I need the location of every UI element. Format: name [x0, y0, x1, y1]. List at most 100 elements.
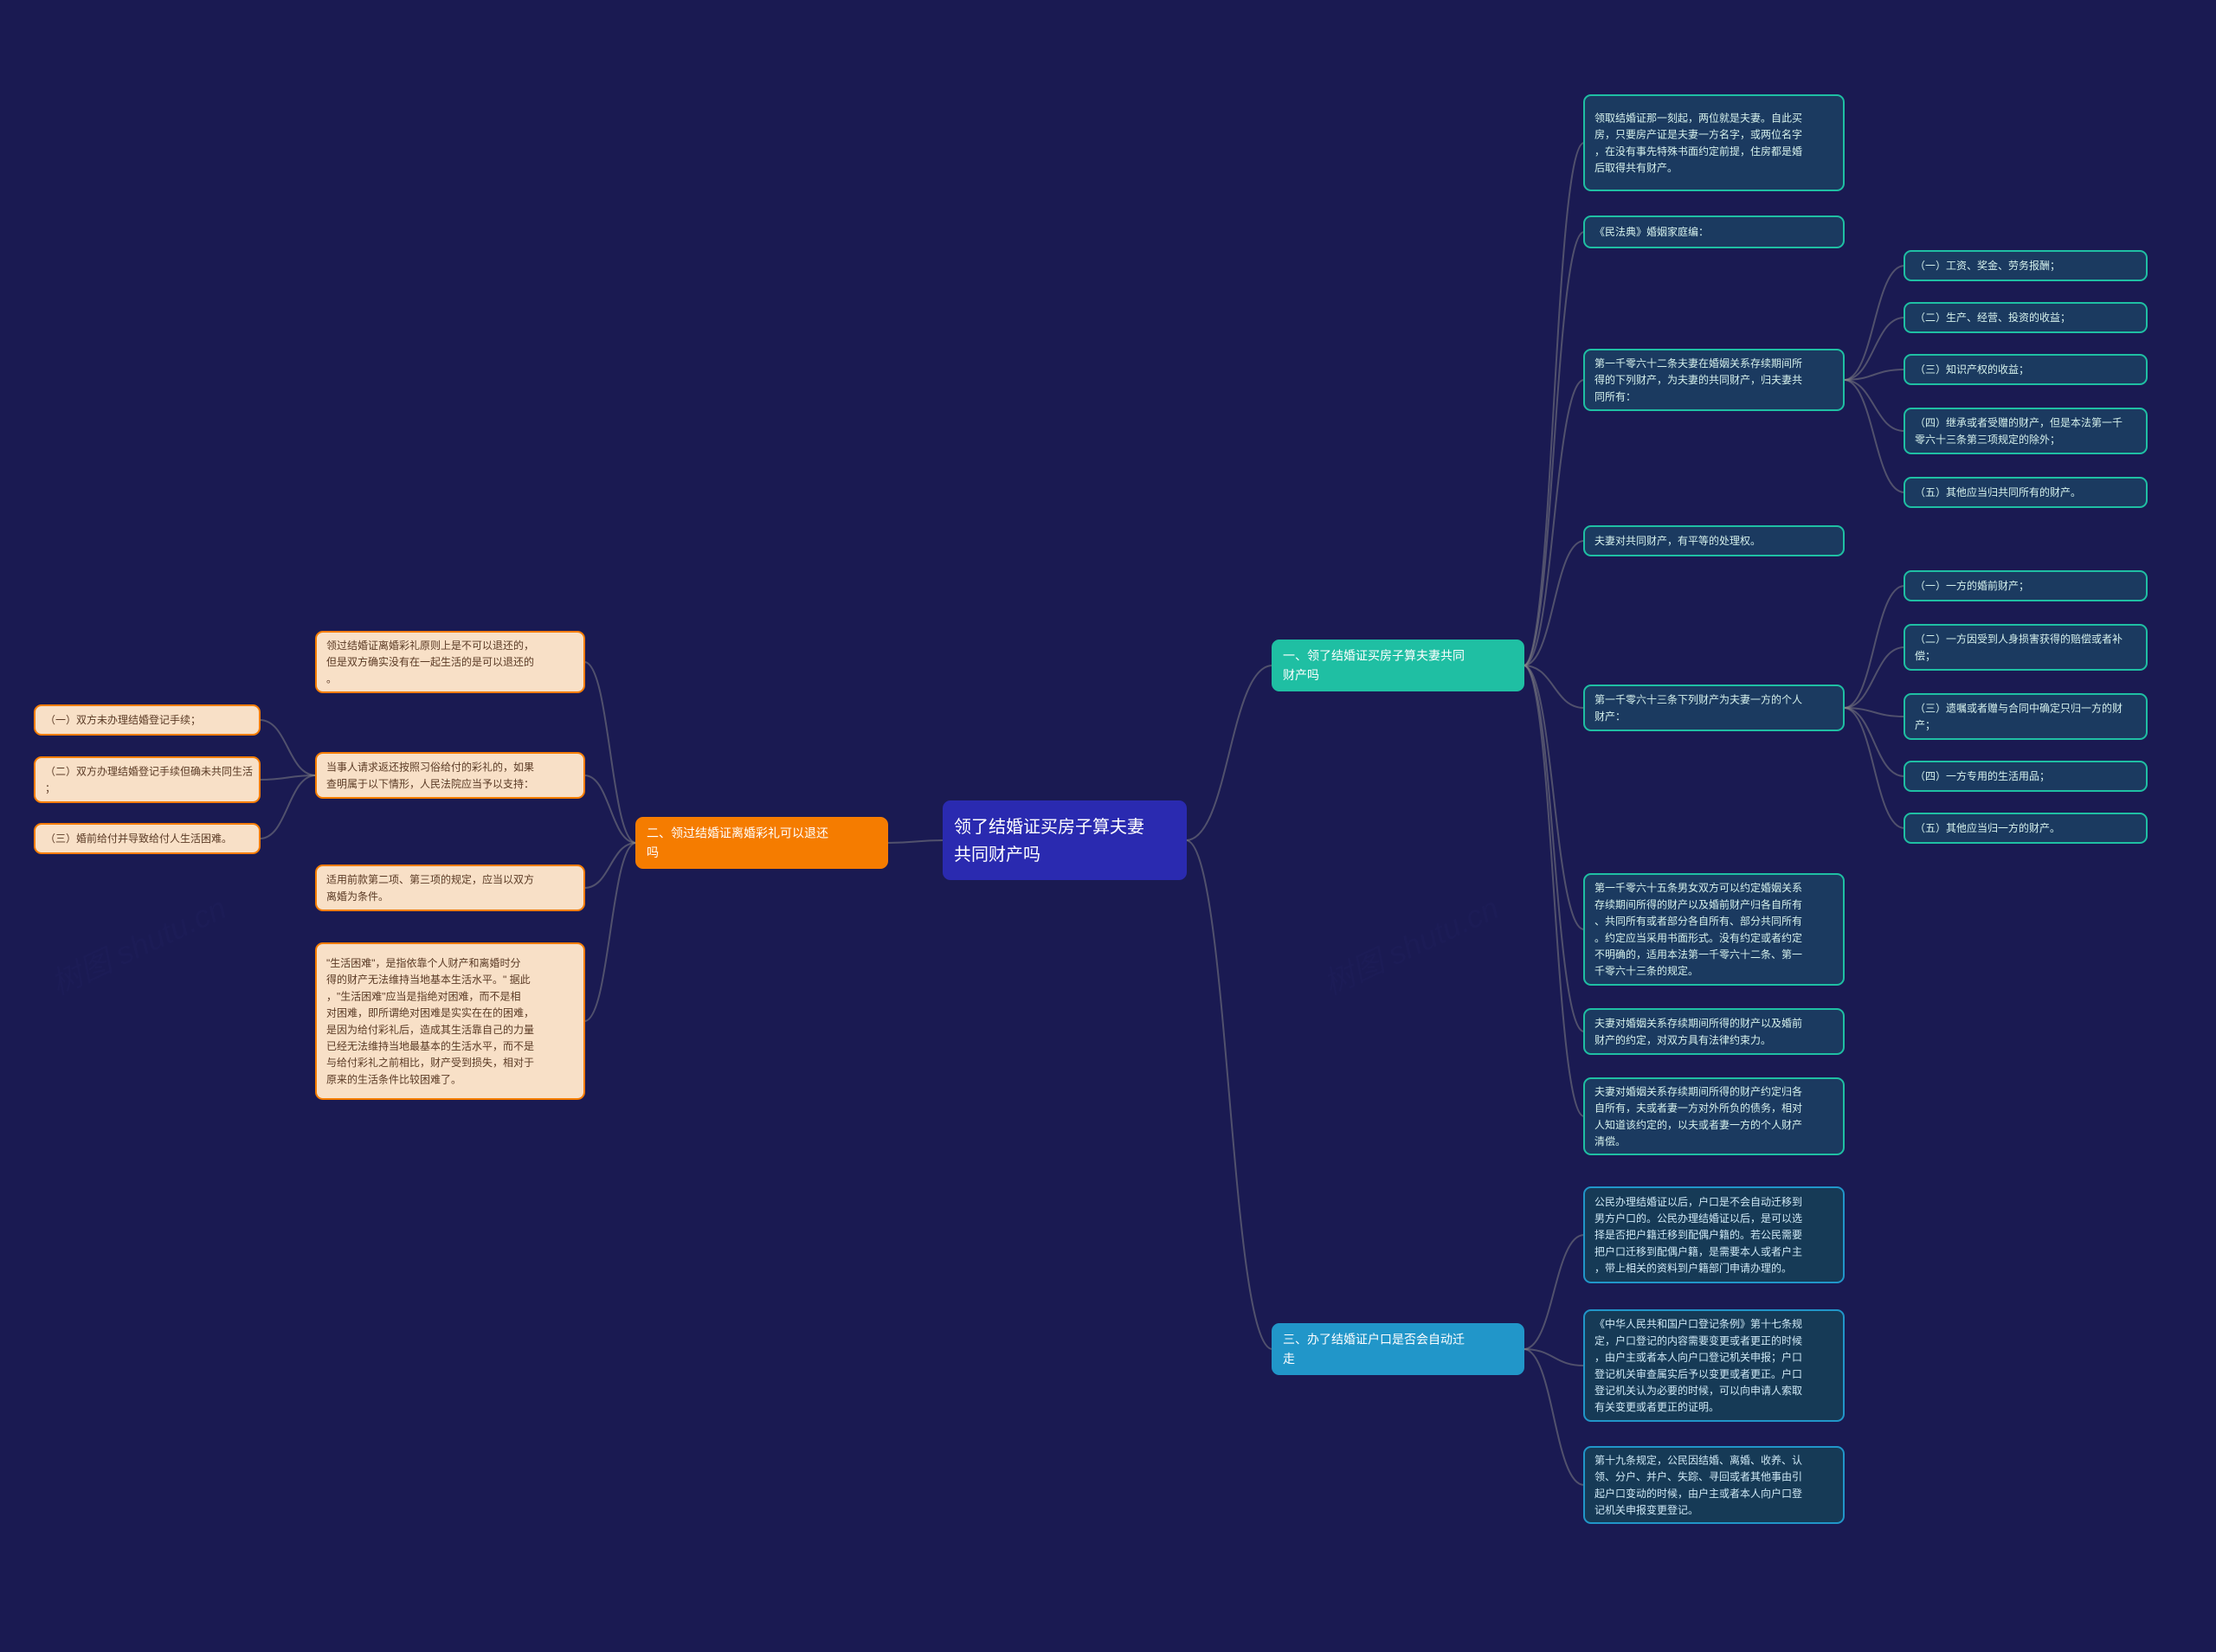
- node-text-line: 定，户口登记的内容需要变更或者更正的时候: [1594, 1334, 1802, 1347]
- node-text-line: （二）双方办理结婚登记手续但确未共同生活: [45, 765, 253, 778]
- node-text-line: 但是双方确实没有在一起生活的是可以退还的: [326, 655, 534, 668]
- mindmap-node[interactable]: 第一千零六十二条夫妻在婚姻关系存续期间所得的下列财产，为夫妻的共同财产，归夫妻共…: [1584, 350, 1844, 410]
- mindmap-node[interactable]: 公民办理结婚证以后，户口是不会自动迁移到男方户口的。公民办理结婚证以后，是可以选…: [1584, 1187, 1844, 1282]
- node-text-line: 偿；: [1915, 649, 1936, 662]
- node-text-line: 财产：: [1594, 710, 1626, 723]
- mindmap-node[interactable]: （三）婚前给付并导致给付人生活困难。: [35, 824, 260, 853]
- node-text-line: 已经无法维持当地最基本的生活水平，而不是: [326, 1039, 534, 1052]
- mindmap-node[interactable]: 夫妻对共同财产，有平等的处理权。: [1584, 526, 1844, 556]
- node-text-line: （二）一方因受到人身损害获得的赔偿或者补: [1915, 633, 2123, 646]
- node-text-line: 财产的约定，对双方具有法律约束力。: [1594, 1033, 1771, 1046]
- node-text-line: 财产吗: [1283, 668, 1319, 682]
- mindmap-node[interactable]: （一）一方的婚前财产；: [1904, 571, 2147, 601]
- node-text-line: 把户口迁移到配偶户籍，是需要本人或者户主: [1594, 1244, 1802, 1257]
- mindmap-link: [584, 843, 636, 1021]
- mindmap-node[interactable]: （三）知识产权的收益；: [1904, 355, 2147, 384]
- node-text-line: 领过结婚证离婚彩礼原则上是不可以退还的，: [326, 639, 534, 652]
- node-text-line: 记机关申报变更登记。: [1594, 1503, 1698, 1516]
- node-text-line: ；: [45, 782, 55, 794]
- node-text-line: 对困难，即所谓绝对困难是实实在在的困难，: [326, 1006, 534, 1019]
- node-text-line: 领取结婚证那一刻起，两位就是夫妻。自此买: [1594, 111, 1802, 124]
- mindmap-node[interactable]: （二）一方因受到人身损害获得的赔偿或者补偿；: [1904, 625, 2147, 670]
- node-text-line: 共同财产吗: [954, 845, 1040, 865]
- mindmap-link: [1524, 665, 1584, 1116]
- mindmap-node[interactable]: 第一千零六十五条男女双方可以约定婚姻关系存续期间所得的财产以及婚前财产归各自所有…: [1584, 874, 1844, 985]
- node-text-line: 二、领过结婚证离婚彩礼可以退还: [647, 826, 828, 840]
- node-text-line: 离婚为条件。: [326, 890, 389, 903]
- node-box: [316, 865, 584, 910]
- mindmap-link: [1524, 665, 1584, 708]
- mindmap-node[interactable]: （五）其他应当归一方的财产。: [1904, 813, 2147, 843]
- mindmap-link: [1844, 586, 1904, 708]
- node-text-line: 夫妻对婚姻关系存续期间所得的财产约定归各: [1594, 1084, 1802, 1097]
- mindmap-stage: 树图 shutu.cn树图 shutu.cn树图 shutu.cn树图 shut…: [0, 0, 2216, 1652]
- node-text-line: 后取得共有财产。: [1594, 161, 1678, 174]
- node-text-line: （五）其他应当归共同所有的财产。: [1915, 485, 2081, 498]
- node-text-line: （三）遗嘱或者赠与合同中确定只归一方的财: [1915, 702, 2123, 715]
- node-text-line: 是因为给付彩礼后，造成其生活靠自己的力量: [326, 1023, 534, 1036]
- node-text-line: （四）一方专用的生活用品；: [1915, 769, 2050, 782]
- mindmap-node[interactable]: （四）一方专用的生活用品；: [1904, 762, 2147, 791]
- mindmap-node[interactable]: 适用前款第二项、第三项的规定，应当以双方离婚为条件。: [316, 865, 584, 910]
- node-text-line: 得的财产无法维持当地基本生活水平。" 据此: [326, 973, 531, 986]
- node-text-line: 起户口变动的时候，由户主或者本人向户口登: [1594, 1487, 1802, 1500]
- mindmap-link: [1844, 647, 1904, 708]
- mindmap-link: [1844, 266, 1904, 380]
- node-text-line: （一）工资、奖金、劳务报酬；: [1915, 259, 2060, 272]
- mindmap-node[interactable]: （二）双方办理结婚登记手续但确未共同生活 ；: [35, 757, 260, 802]
- mindmap-node[interactable]: 《中华人民共和国户口登记条例》第十七条规定，户口登记的内容需要变更或者更正的时候…: [1584, 1310, 1844, 1421]
- node-text-line: （一）一方的婚前财产；: [1915, 579, 2029, 592]
- mindmap-link: [260, 720, 316, 775]
- node-text-line: 《中华人民共和国户口登记条例》第十七条规: [1594, 1317, 1802, 1330]
- node-text-line: （二）生产、经营、投资的收益；: [1915, 311, 2071, 324]
- mindmap-node[interactable]: 夫妻对婚姻关系存续期间所得的财产约定归各自所有，夫或者妻一方对外所负的债务，相对…: [1584, 1078, 1844, 1154]
- mindmap-node[interactable]: 第十九条规定，公民因结婚、离婚、收养、认领、分户、并户、失踪、寻回或者其他事由引…: [1584, 1447, 1844, 1523]
- node-text-line: 产；: [1915, 719, 1936, 731]
- mindmap-node[interactable]: 领过结婚证离婚彩礼原则上是不可以退还的， 但是双方确实没有在一起生活的是可以退还的…: [316, 632, 584, 692]
- mindmap-node[interactable]: 三、办了结婚证户口是否会自动迁走: [1272, 1324, 1524, 1374]
- mindmap-node[interactable]: （三）遗嘱或者赠与合同中确定只归一方的财产；: [1904, 694, 2147, 739]
- node-text-line: 第一千零六十五条男女双方可以约定婚姻关系: [1594, 881, 1802, 894]
- mindmap-node[interactable]: （一）工资、奖金、劳务报酬；: [1904, 251, 2147, 280]
- mindmap-link: [1524, 665, 1584, 1032]
- mindmap-node[interactable]: （四）继承或者受赠的财产，但是本法第一千零六十三条第三项规定的除外；: [1904, 408, 2147, 453]
- node-text-line: （一）双方未办理结婚登记手续；: [45, 713, 201, 726]
- node-text-line: 自所有，夫或者妻一方对外所负的债务，相对: [1594, 1102, 1802, 1115]
- mindmap-node[interactable]: 第一千零六十三条下列财产为夫妻一方的个人财产：: [1584, 685, 1844, 730]
- node-box: [1584, 95, 1844, 190]
- node-text-line: 领了结婚证买房子算夫妻: [954, 817, 1144, 837]
- node-text-line: （三）知识产权的收益；: [1915, 363, 2029, 376]
- mindmap-link: [1844, 708, 1904, 828]
- mindmap-link: [887, 840, 944, 843]
- mindmap-node[interactable]: 一、领了结婚证买房子算夫妻共同财产吗: [1272, 640, 1524, 691]
- node-box: [1904, 694, 2147, 739]
- node-text-line: 清偿。: [1594, 1135, 1626, 1147]
- mindmap-node[interactable]: 二、领过结婚证离婚彩礼可以退还吗: [636, 818, 887, 868]
- mindmap-node[interactable]: （一）双方未办理结婚登记手续；: [35, 705, 260, 735]
- watermark-text: 树图 shutu.cn: [1318, 890, 1504, 1001]
- mindmap-node[interactable]: 《民法典》婚姻家庭编：: [1584, 216, 1844, 247]
- node-text-line: 存续期间所得的财产以及婚前财产归各自所有: [1594, 897, 1802, 910]
- node-text-line: 走: [1283, 1352, 1295, 1366]
- node-text-line: 不明确的，适用本法第一千零六十二条、第一: [1594, 948, 1802, 961]
- node-text-line: 人知道该约定的，以夫或者妻一方的个人财产: [1594, 1118, 1802, 1131]
- node-box: [636, 818, 887, 868]
- mindmap-link: [584, 775, 636, 843]
- node-text-line: 三、办了结婚证户口是否会自动迁: [1283, 1333, 1465, 1347]
- node-text-line: 、共同所有或者部分各自所有、部分共同所有: [1594, 915, 1802, 928]
- node-text-line: 房，只要房产证是夫妻一方名字，或两位名字: [1594, 128, 1802, 141]
- node-text-line: 适用前款第二项、第三项的规定，应当以双方: [326, 873, 534, 886]
- node-box: [316, 753, 584, 798]
- node-text-line: （五）其他应当归一方的财产。: [1915, 821, 2060, 834]
- mindmap-node[interactable]: 领了结婚证买房子算夫妻共同财产吗: [944, 801, 1186, 879]
- mindmap-node[interactable]: 夫妻对婚姻关系存续期间所得的财产以及婚前财产的约定，对双方具有法律约束力。: [1584, 1009, 1844, 1054]
- mindmap-link: [1844, 380, 1904, 431]
- node-text-line: ，"生活困难"应当是指绝对困难，而不是相: [326, 989, 521, 1002]
- mindmap-node[interactable]: "生活困难"，是指依靠个人财产和离婚时分得的财产无法维持当地基本生活水平。" 据…: [316, 943, 584, 1099]
- node-text-line: 一、领了结婚证买房子算夫妻共同: [1283, 649, 1465, 663]
- mindmap-node[interactable]: （五）其他应当归共同所有的财产。: [1904, 478, 2147, 507]
- mindmap-link: [1844, 380, 1904, 492]
- mindmap-node[interactable]: 领取结婚证那一刻起，两位就是夫妻。自此买房，只要房产证是夫妻一方名字，或两位名字…: [1584, 95, 1844, 190]
- mindmap-node[interactable]: 当事人请求返还按照习俗给付的彩礼的，如果查明属于以下情形，人民法院应当予以支持：: [316, 753, 584, 798]
- mindmap-node[interactable]: （二）生产、经营、投资的收益；: [1904, 303, 2147, 332]
